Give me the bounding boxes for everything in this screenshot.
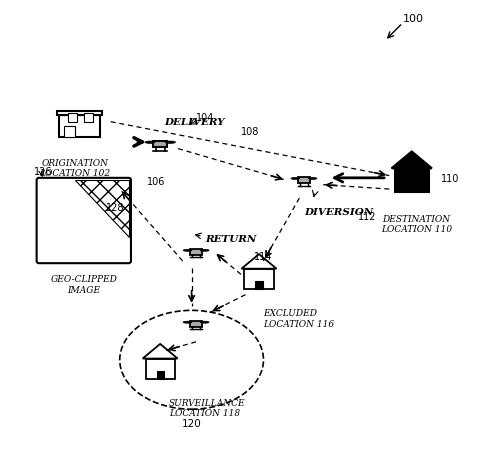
- Text: DELIVERY: DELIVERY: [164, 118, 225, 127]
- Ellipse shape: [183, 322, 192, 323]
- Text: 112: 112: [358, 212, 376, 221]
- Polygon shape: [153, 142, 168, 148]
- Text: DESTINATION
LOCATION 110: DESTINATION LOCATION 110: [380, 214, 452, 234]
- Text: 128: 128: [106, 202, 124, 212]
- Polygon shape: [242, 254, 276, 269]
- Polygon shape: [142, 344, 178, 359]
- Text: DIVERSION: DIVERSION: [304, 207, 373, 216]
- Text: 110: 110: [441, 174, 460, 184]
- Ellipse shape: [291, 178, 300, 180]
- Polygon shape: [59, 116, 100, 138]
- Polygon shape: [190, 250, 202, 255]
- Text: EXCLUDED
LOCATION 116: EXCLUDED LOCATION 116: [264, 308, 334, 328]
- FancyBboxPatch shape: [36, 179, 131, 263]
- Polygon shape: [244, 269, 274, 290]
- Polygon shape: [190, 322, 202, 327]
- Polygon shape: [395, 169, 428, 193]
- Polygon shape: [51, 204, 80, 216]
- Text: 108: 108: [241, 126, 259, 136]
- Text: 126: 126: [34, 166, 53, 176]
- Ellipse shape: [308, 178, 317, 180]
- Text: 120: 120: [182, 418, 202, 428]
- Polygon shape: [146, 359, 175, 379]
- Text: RETURN: RETURN: [205, 235, 256, 244]
- Ellipse shape: [166, 142, 175, 144]
- Polygon shape: [256, 281, 262, 290]
- Text: SURVEILLANCE
LOCATION 118: SURVEILLANCE LOCATION 118: [169, 398, 246, 418]
- Polygon shape: [68, 114, 77, 122]
- Polygon shape: [56, 111, 102, 116]
- Text: 114: 114: [254, 252, 272, 262]
- Text: 104: 104: [196, 113, 214, 123]
- Polygon shape: [64, 127, 75, 138]
- Polygon shape: [156, 371, 164, 379]
- Text: ORIGINATION
LOCATION 102: ORIGINATION LOCATION 102: [39, 158, 111, 178]
- Polygon shape: [62, 227, 69, 234]
- Ellipse shape: [183, 250, 192, 252]
- Polygon shape: [392, 152, 432, 169]
- Ellipse shape: [200, 322, 209, 323]
- Text: GEO-CLIPPED
IMAGE: GEO-CLIPPED IMAGE: [50, 275, 117, 294]
- Text: 106: 106: [146, 176, 165, 186]
- Ellipse shape: [200, 250, 209, 252]
- Polygon shape: [298, 178, 310, 184]
- Text: 100: 100: [402, 14, 423, 24]
- Polygon shape: [84, 114, 93, 122]
- Ellipse shape: [145, 142, 155, 144]
- Polygon shape: [54, 216, 78, 234]
